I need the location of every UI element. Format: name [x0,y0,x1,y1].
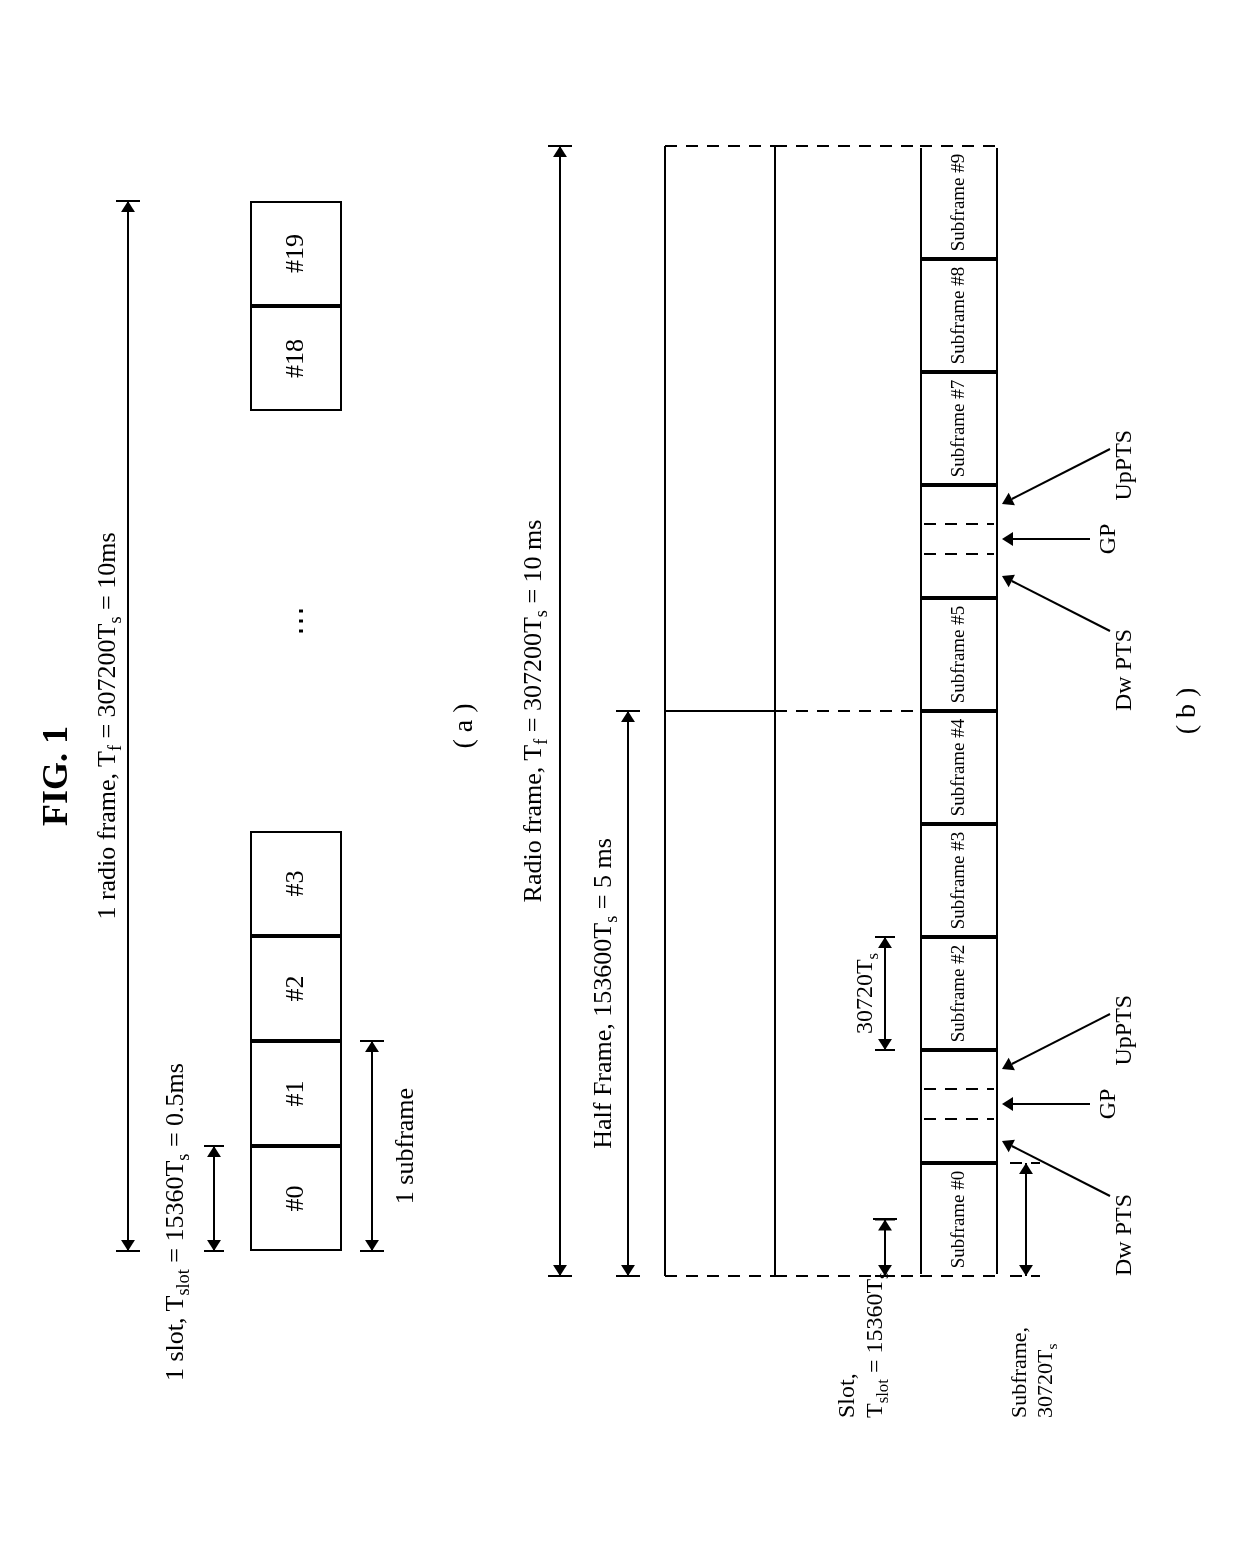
svg-marker-11 [365,1240,379,1251]
svg-marker-1 [121,1240,135,1251]
svg-marker-6 [207,1240,221,1251]
svg-marker-43 [878,1039,892,1050]
svg-line-63 [1012,450,1110,500]
svg-marker-21 [621,1265,635,1276]
svg-marker-16 [553,1265,567,1276]
svg-marker-7 [207,1146,221,1157]
svg-marker-12 [365,1041,379,1052]
svg-line-59 [1012,581,1110,631]
svg-marker-22 [621,711,635,722]
svg-marker-62 [1002,532,1013,546]
svg-line-57 [1012,1015,1110,1065]
svg-marker-2 [121,201,135,212]
svg-marker-44 [878,937,892,948]
svg-marker-17 [553,146,567,157]
svg-marker-56 [1002,1097,1013,1111]
